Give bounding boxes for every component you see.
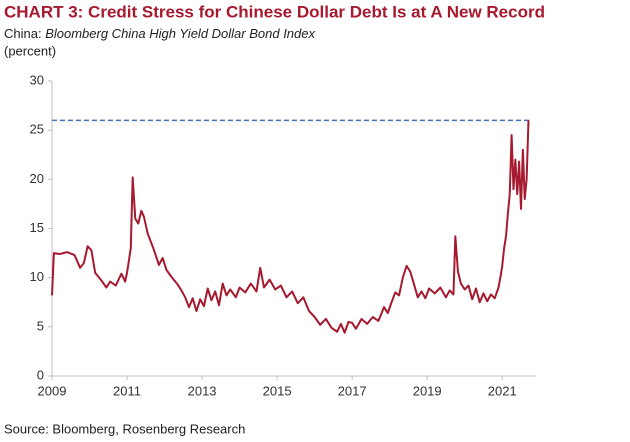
y-tick-label: 30	[30, 72, 44, 87]
y-tick-label: 20	[30, 171, 44, 186]
subtitle-prefix: China:	[4, 26, 42, 41]
source: Source: Bloomberg, Rosenberg Research	[4, 421, 245, 436]
chart-title: CHART 3: Credit Stress for Chinese Dolla…	[4, 2, 545, 21]
y-tick-label: 0	[37, 367, 44, 382]
y-tick-label: 10	[30, 269, 44, 284]
x-tick-label: 2019	[413, 383, 442, 398]
x-tick-label: 2021	[488, 383, 517, 398]
x-tick-label: 2015	[263, 383, 292, 398]
unit-label: (percent)	[4, 43, 56, 58]
x-tick-label: 2009	[38, 383, 67, 398]
x-tick-label: 2011	[113, 383, 141, 398]
subtitle-index: Bloomberg China High Yield Dollar Bond I…	[45, 26, 315, 41]
y-tick-label: 25	[30, 122, 44, 137]
y-tick-label: 15	[30, 220, 44, 235]
x-tick-label: 2017	[338, 383, 367, 398]
chart-subtitle: China: Bloomberg China High Yield Dollar…	[4, 26, 315, 41]
y-tick-label: 5	[37, 318, 44, 333]
x-tick-label: 2013	[188, 383, 217, 398]
data-line	[51, 120, 530, 334]
